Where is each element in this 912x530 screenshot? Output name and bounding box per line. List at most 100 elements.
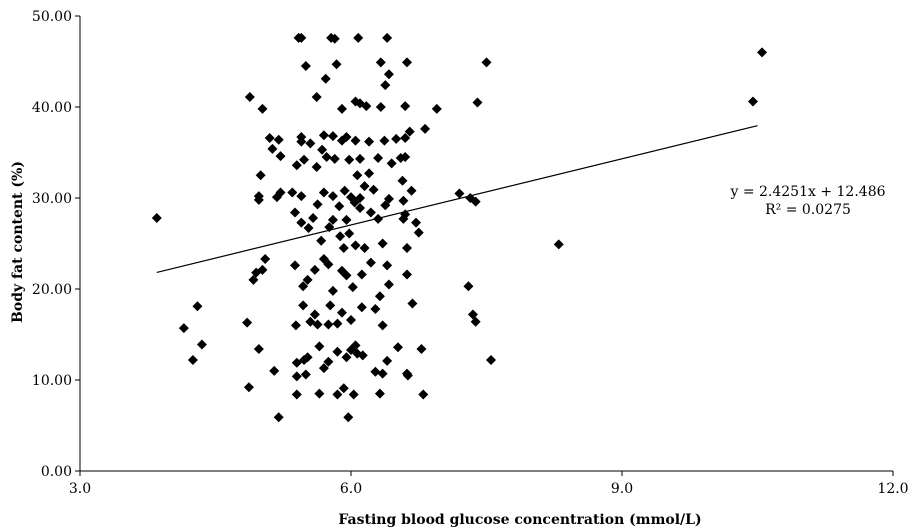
data-point [370,304,381,315]
data-point [332,318,343,329]
data-point [260,253,271,264]
data-point [305,138,316,149]
data-point [383,69,394,80]
data-point [308,213,319,224]
data-point [374,388,385,399]
x-tick-label: 3.0 [69,481,91,497]
data-point [757,47,768,58]
data-point [355,193,366,203]
data-point [350,240,361,251]
data-point [243,382,254,393]
data-point [298,281,309,292]
data-point [309,264,320,275]
data-point [413,227,424,238]
y-axis-title: Body fat content (%) [10,161,26,323]
data-point [402,243,413,254]
data-point [357,350,368,361]
data-point [420,123,431,134]
data-point [404,126,415,137]
data-point [382,32,393,43]
data-point [318,130,329,141]
data-point [402,370,413,381]
data-point [400,101,411,112]
data-point [382,355,393,366]
data-point [336,103,347,114]
data-point [407,298,418,309]
data-point [242,317,253,328]
data-point [374,291,385,302]
y-tick-label: 20.00 [32,282,72,298]
x-axis-title: Fasting blood glucose concentration (mmo… [338,512,701,528]
data-point [347,282,358,293]
trendline-r-squared: R² = 0.0275 [765,202,851,218]
data-point [352,170,363,181]
y-tick-label: 40.00 [32,100,72,116]
data-point [255,170,266,181]
data-point [402,269,413,280]
data-point [400,152,411,163]
data-point [355,153,366,164]
data-point [472,97,483,108]
data-point [296,136,307,147]
data-point [431,103,442,114]
data-point [267,143,278,154]
data-point [312,199,323,210]
data-point [244,91,255,102]
data-point [291,371,302,382]
data-point [302,352,313,363]
data-point [365,257,376,268]
data-point [323,259,334,270]
data-point [377,238,388,249]
data-point [400,132,411,143]
data-point [316,235,327,246]
data-point [289,207,300,218]
data-point [481,57,492,68]
axes [79,16,893,472]
data-point [323,319,334,330]
data-point [392,342,403,353]
data-point [291,389,302,400]
data-point [296,32,307,43]
data-point [356,269,367,280]
data-point [365,207,376,218]
data-point [327,131,338,142]
data-point [382,260,393,271]
data-point [341,352,352,363]
data-point [356,302,367,313]
data-point [402,57,413,68]
data-point [463,281,474,292]
data-point [296,191,307,202]
y-tick-label: 10.00 [32,373,72,389]
data-point [187,354,198,365]
data-point [314,341,325,352]
data-point [275,187,286,198]
data-point [470,316,481,327]
data-point [309,309,320,320]
data-point [296,217,307,228]
data-point [264,132,275,143]
data-point [311,91,322,102]
data-point [314,388,325,399]
data-point [331,59,342,70]
data-point [253,191,264,202]
data-point [355,203,366,214]
y-tick-label: 30.00 [32,191,72,207]
data-point [334,201,345,212]
data-point [329,153,340,164]
data-point [302,274,313,285]
data-point [192,301,203,312]
data-point [391,133,402,144]
data-point [454,188,465,199]
data-point [339,185,350,196]
data-point [325,300,336,311]
data-point [350,135,361,146]
data-point [327,285,338,296]
data-point [406,185,417,196]
data-point [398,195,409,206]
data-point [291,160,302,171]
data-point [379,135,390,146]
x-tick-label: 12.0 [877,481,908,497]
data-point [275,151,286,162]
data-point [338,243,349,254]
